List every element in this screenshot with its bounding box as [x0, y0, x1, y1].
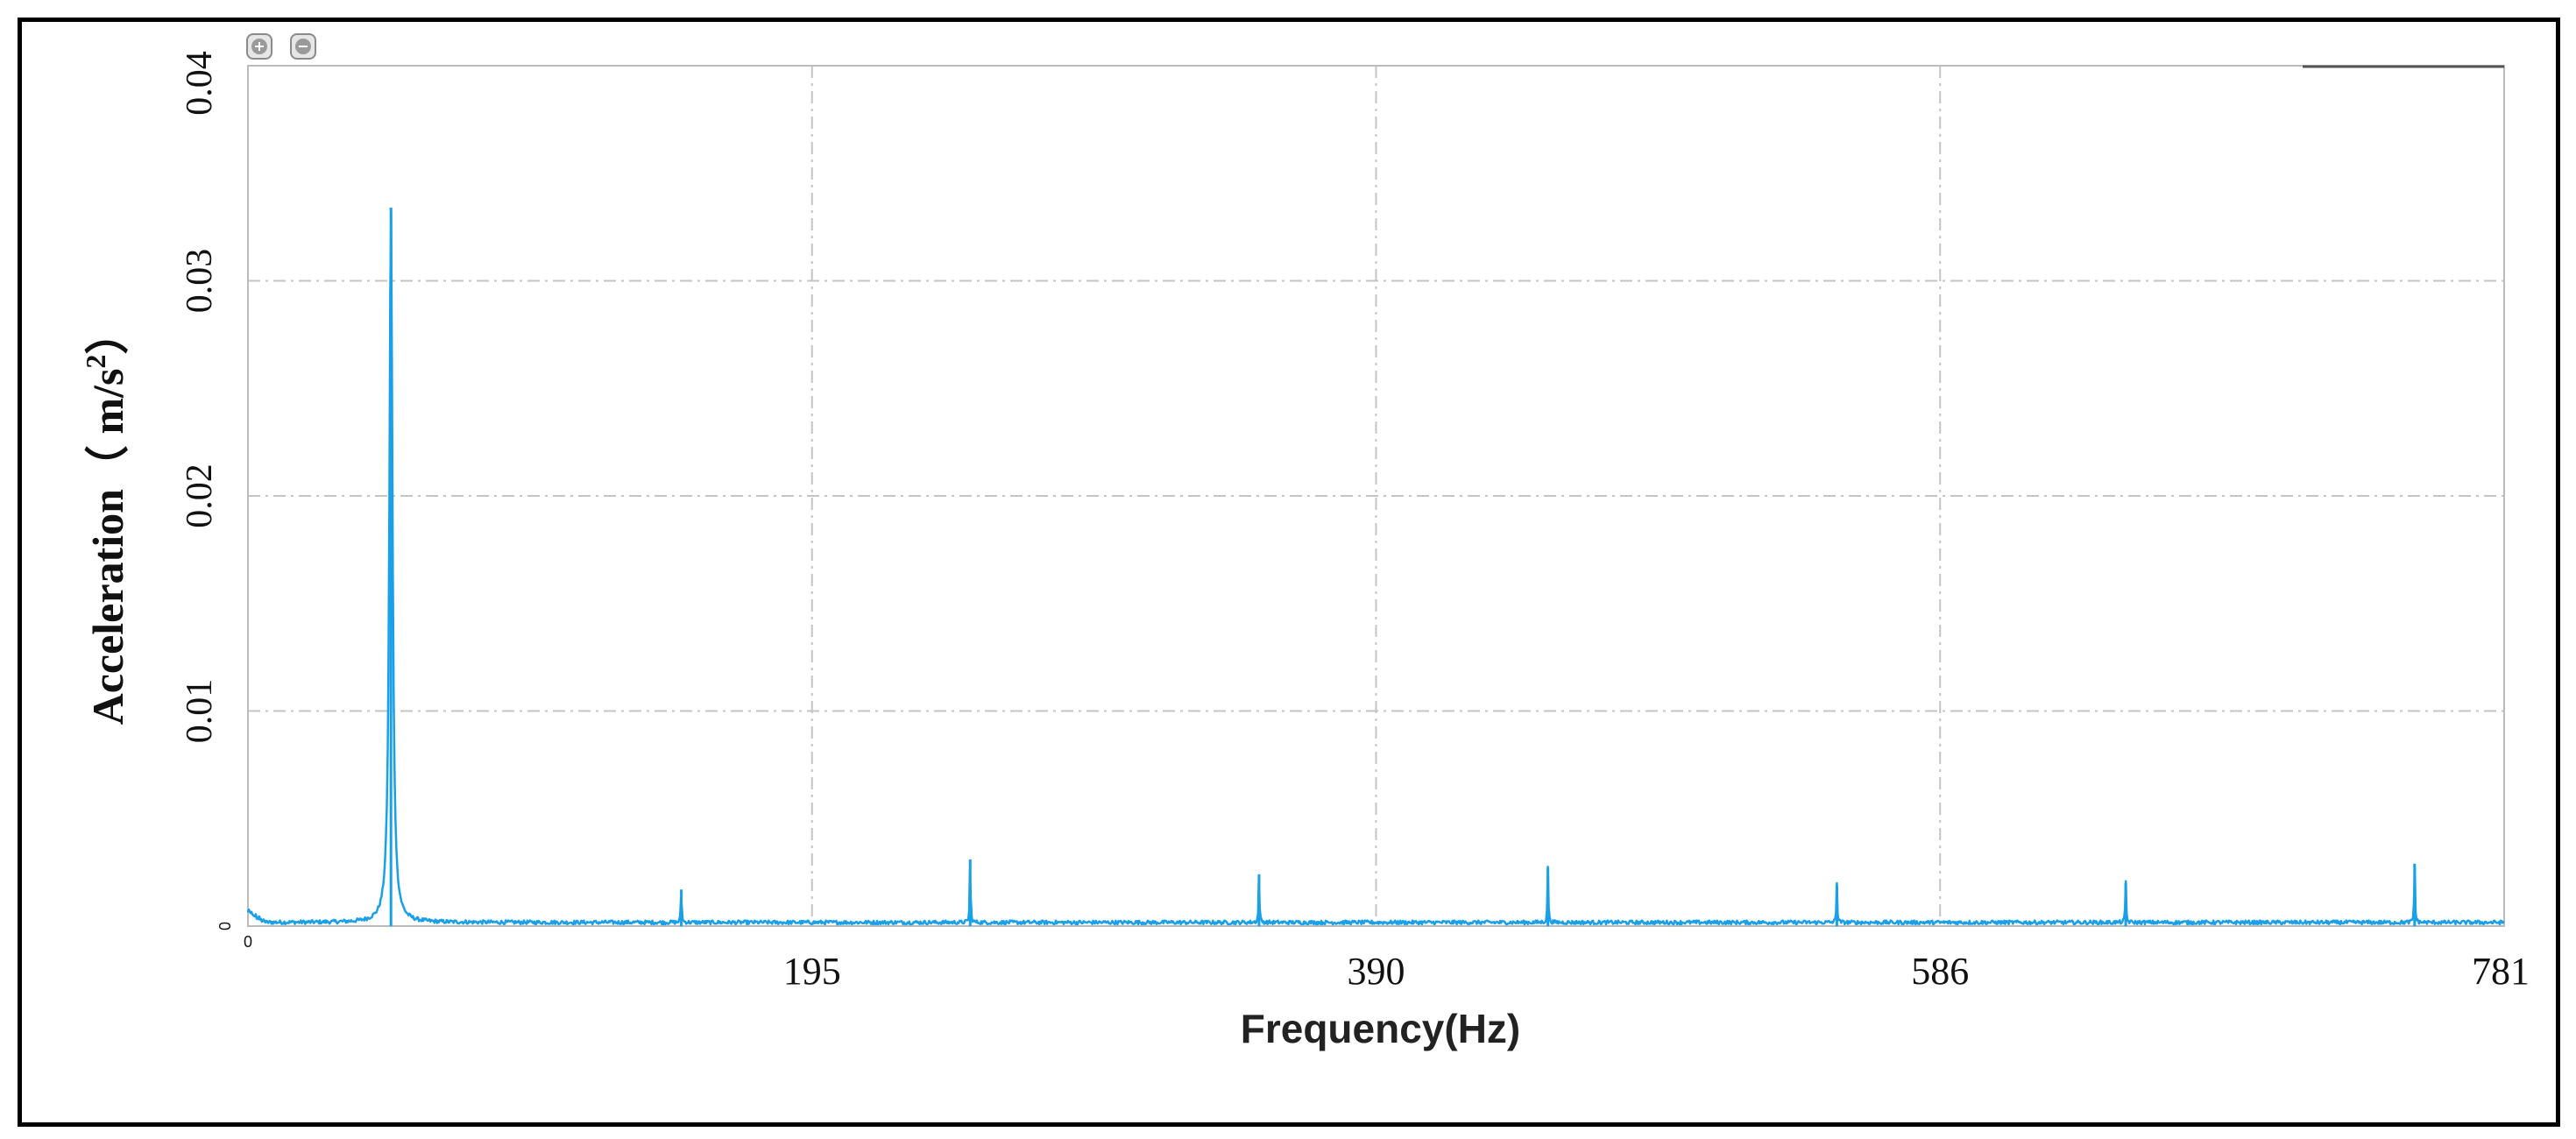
series-spectrum	[246, 208, 2505, 926]
x-tick-label: 195	[783, 950, 841, 993]
x-tick-label: 0	[244, 933, 252, 951]
zoom-in-button[interactable]	[246, 33, 272, 60]
y-tick-label: 0.01	[180, 679, 220, 744]
y-tick-label: 0	[216, 922, 234, 930]
y-tick-label: 0.04	[180, 51, 220, 116]
zoom-out-button[interactable]	[290, 33, 316, 60]
figure-frame	[18, 18, 2560, 1127]
y-axis-label-superscript: 2	[80, 355, 111, 369]
y-tick-label: 0.03	[180, 249, 220, 314]
x-tick-label: 781	[2472, 950, 2530, 993]
x-axis-ticks: 0 195 390 586 781	[244, 933, 2530, 993]
x-axis-label: Frequency(Hz)	[1241, 1006, 1520, 1051]
spectrum-line	[246, 209, 2505, 926]
x-tick-label: 390	[1348, 950, 1405, 993]
y-axis-ticks: 0 0.01 0.02 0.03 0.04	[180, 51, 234, 930]
x-tick-label: 586	[1911, 950, 1969, 993]
grid	[248, 65, 2504, 926]
y-axis-label: Acceleration（ m/s2）	[80, 311, 132, 725]
y-tick-label: 0.02	[180, 463, 220, 528]
plot-area	[247, 65, 2505, 927]
